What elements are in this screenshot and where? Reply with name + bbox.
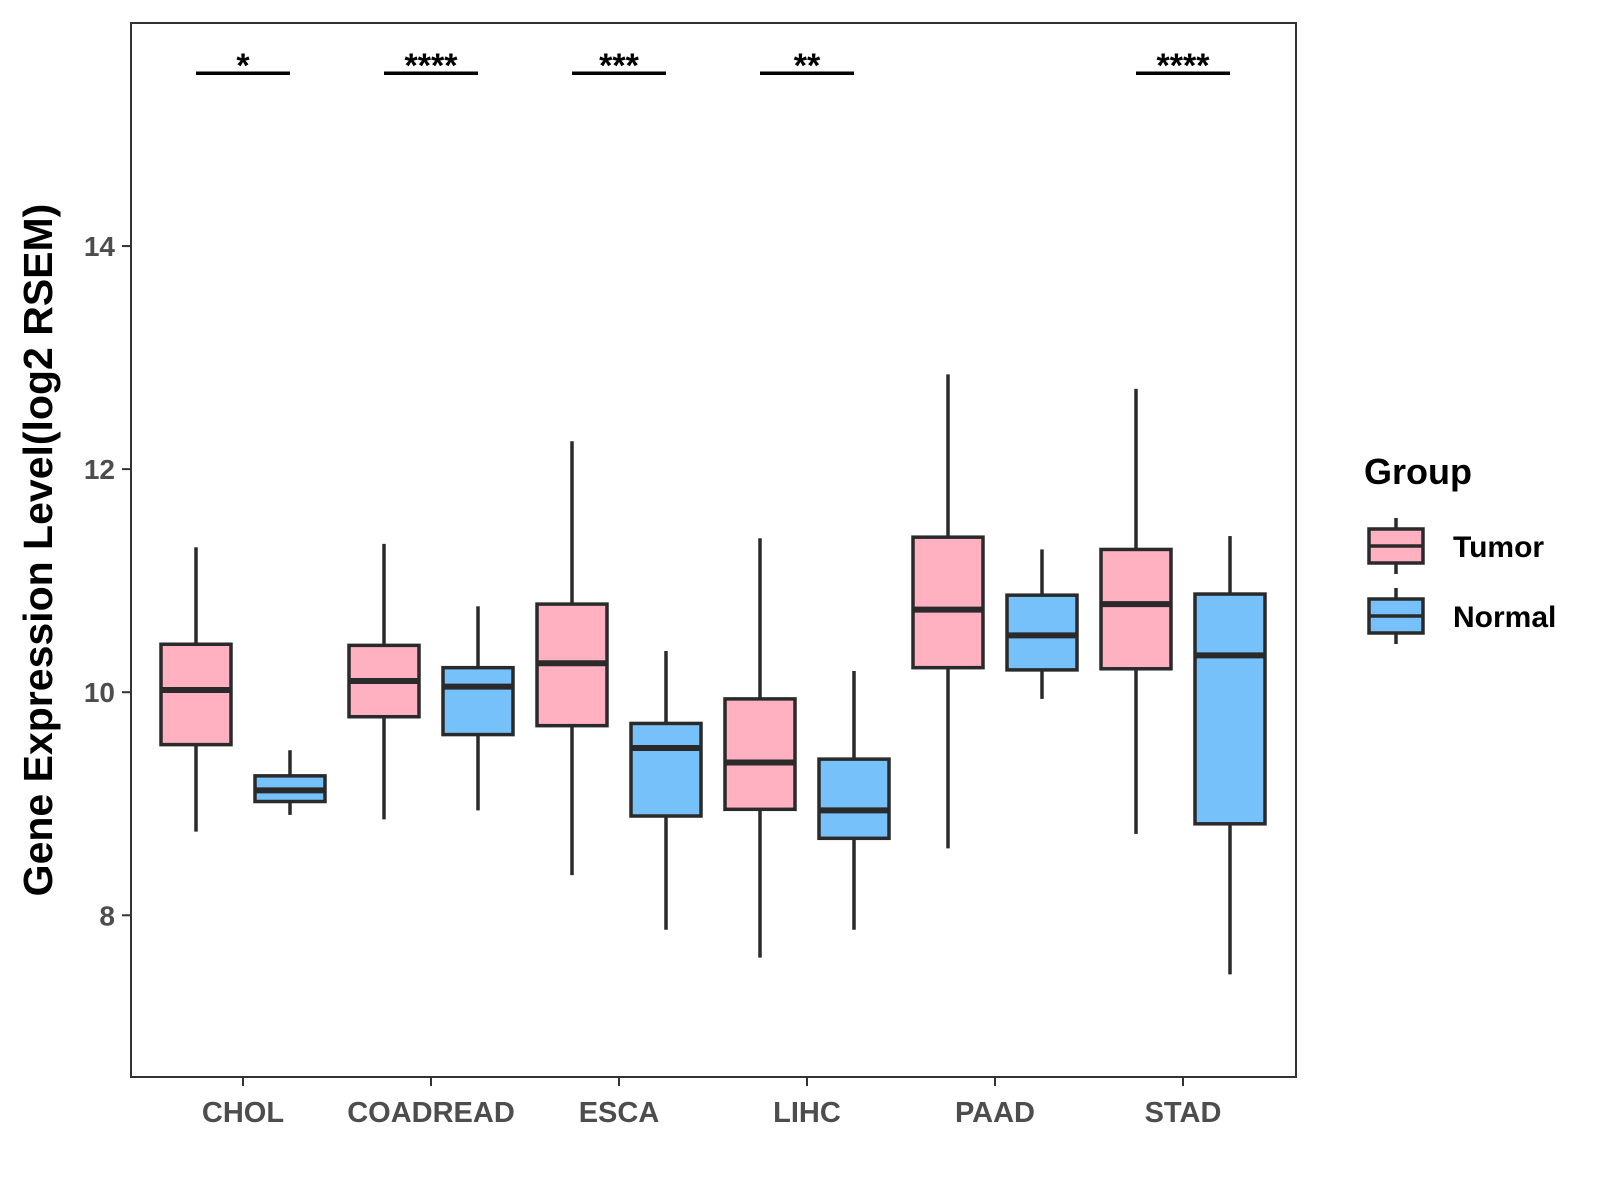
legend-key-tumor (1367, 518, 1425, 574)
legend-label-tumor: Tumor (1453, 531, 1544, 564)
significance-label-esca: *** (599, 47, 639, 85)
box-normal-coadread (441, 606, 515, 811)
x-tick-label-esca: ESCA (579, 1097, 660, 1129)
significance-label-lihc: ** (794, 47, 821, 85)
iqr-box-normal-stad (1193, 592, 1267, 826)
iqr-box-tumor-stad (1099, 547, 1173, 671)
box-normal-stad (1193, 536, 1267, 975)
iqr-box-normal-esca (629, 721, 703, 818)
significance-label-coadread: **** (405, 47, 459, 85)
iqr-box-tumor-chol (159, 642, 233, 747)
legend-key-normal (1367, 588, 1425, 644)
y-tick-label-12: 12 (84, 454, 115, 485)
significance-label-stad: **** (1157, 47, 1211, 85)
box-tumor-esca (535, 441, 609, 876)
iqr-box-normal-coadread (441, 665, 515, 737)
significance-annotations: * **** *** ** **** (196, 47, 1230, 85)
box-tumor-chol (159, 547, 233, 832)
box-normal-lihc (817, 671, 891, 930)
y-axis-title: Gene Expression Level(log2 RSEM) (15, 204, 61, 897)
boxes-layer (159, 374, 1267, 975)
x-tick-label-lihc: LIHC (773, 1097, 841, 1129)
iqr-box-tumor-lihc (723, 697, 797, 812)
legend-label-normal: Normal (1453, 601, 1556, 634)
y-axis: 8 10 12 14 (84, 231, 131, 931)
iqr-box-normal-lihc (817, 757, 891, 841)
box-normal-esca (629, 650, 703, 930)
box-tumor-coadread (347, 543, 421, 820)
legend: Group Tumor Normal (1364, 451, 1556, 644)
box-tumor-lihc (723, 538, 797, 958)
iqr-box-tumor-paad (911, 535, 985, 670)
y-tick-label-10: 10 (84, 677, 115, 708)
x-tick-label-chol: CHOL (202, 1097, 284, 1129)
x-axis: CHOL COADREAD ESCA LIHC PAAD STAD (202, 1077, 1221, 1129)
box-tumor-stad (1099, 388, 1173, 834)
x-tick-label-stad: STAD (1145, 1097, 1222, 1129)
x-tick-label-paad: PAAD (955, 1097, 1035, 1129)
box-tumor-paad (911, 374, 985, 849)
x-tick-label-coadread: COADREAD (347, 1097, 515, 1129)
significance-label-chol: * (236, 47, 250, 85)
box-normal-paad (1005, 549, 1079, 699)
y-tick-label-14: 14 (84, 231, 116, 262)
y-tick-label-8: 8 (99, 900, 115, 931)
box-normal-chol (253, 750, 327, 815)
legend-title: Group (1364, 451, 1472, 492)
